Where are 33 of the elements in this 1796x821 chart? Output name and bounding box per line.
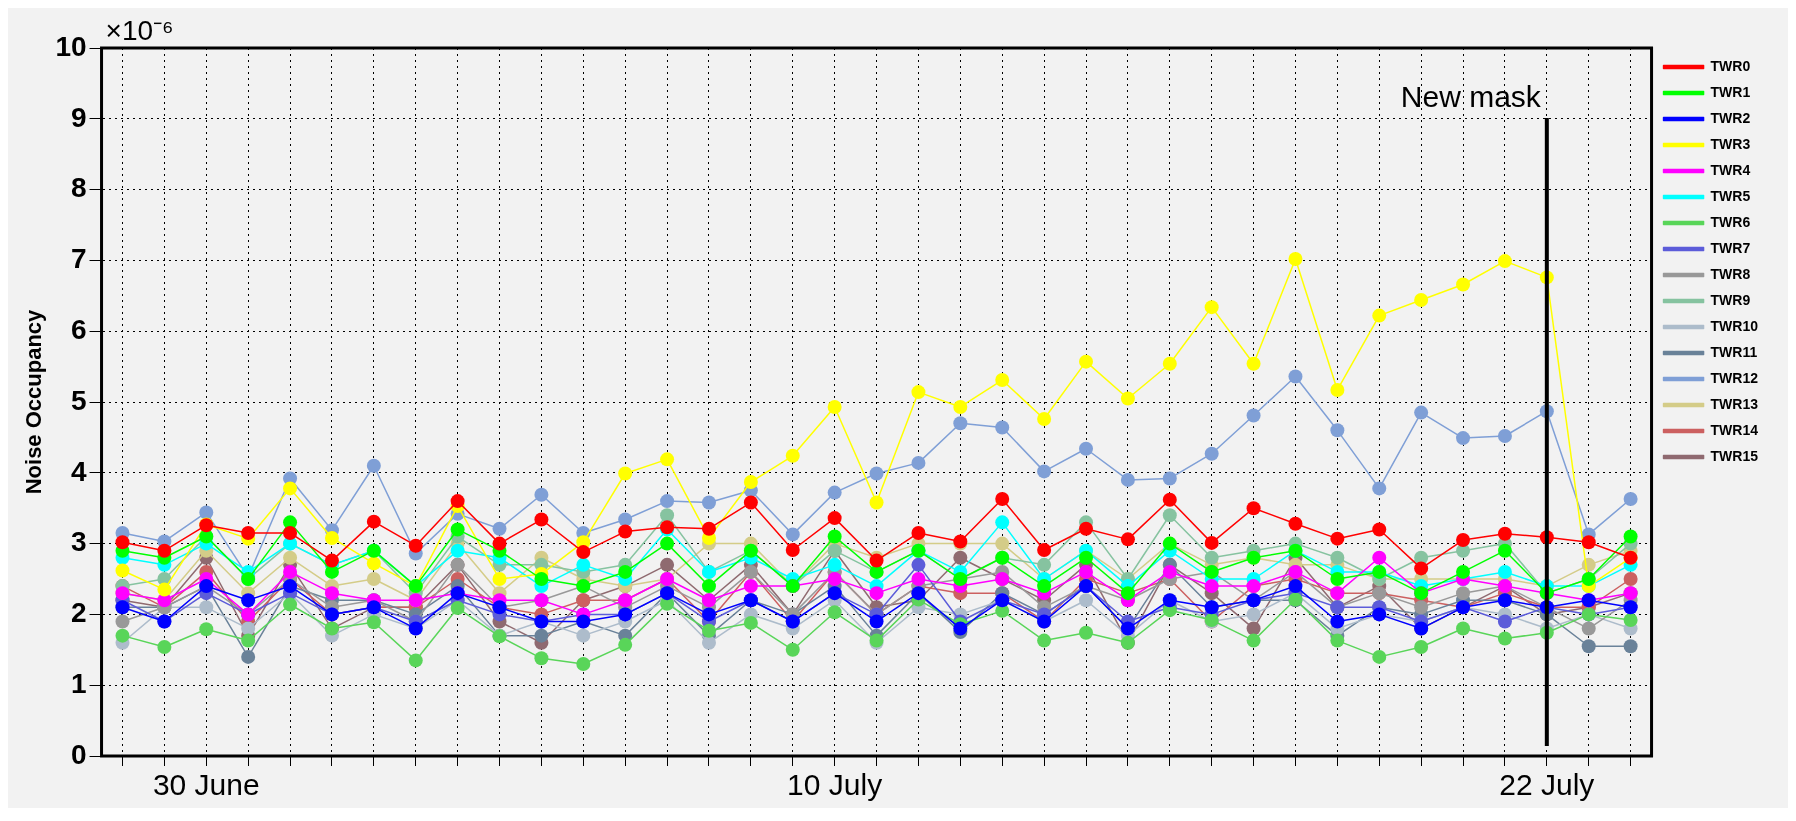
y-tick-label: 1 — [70, 667, 87, 699]
legend-label: TWR8 — [1710, 265, 1751, 282]
y-tick-label: 2 — [70, 597, 87, 629]
y-tick-label: 3 — [70, 526, 87, 558]
legend-label: TWR15 — [1710, 447, 1759, 464]
y-tick-label: 5 — [70, 384, 87, 416]
legend-label: TWR3 — [1710, 135, 1751, 152]
legend-label: TWR10 — [1710, 317, 1759, 334]
legend-label: TWR2 — [1710, 109, 1751, 126]
y-tick-label: 9 — [70, 101, 87, 133]
legend-label: TWR12 — [1710, 369, 1759, 386]
y-tick-label: 7 — [70, 243, 87, 275]
x-tick-label: 10 July — [787, 768, 883, 802]
y-tick-label: 4 — [70, 455, 87, 487]
x-tick-label: 30 June — [152, 768, 260, 802]
legend-label: TWR0 — [1710, 57, 1751, 74]
legend-label: TWR14 — [1710, 421, 1759, 438]
ref-line-label: New mask — [1400, 80, 1542, 114]
text: ×10⁻⁶ — [105, 14, 174, 46]
legend-label: TWR6 — [1710, 213, 1751, 230]
y-tick-label: 8 — [70, 172, 87, 204]
y-axis-title: Noise Occupancy — [21, 308, 47, 495]
legend-label: TWR9 — [1710, 291, 1751, 308]
legend-label: TWR5 — [1710, 187, 1751, 204]
y-tick-label: 0 — [70, 738, 87, 770]
x-tick-label: 22 July — [1499, 768, 1595, 802]
legend-label: TWR1 — [1710, 83, 1751, 100]
legend-label: TWR13 — [1710, 395, 1759, 412]
legend-label: TWR4 — [1710, 161, 1751, 178]
y-tick-label: 6 — [70, 313, 87, 345]
legend-label: TWR7 — [1710, 239, 1751, 256]
y-tick-label: 10 — [55, 30, 87, 62]
legend-label: TWR11 — [1710, 343, 1758, 360]
